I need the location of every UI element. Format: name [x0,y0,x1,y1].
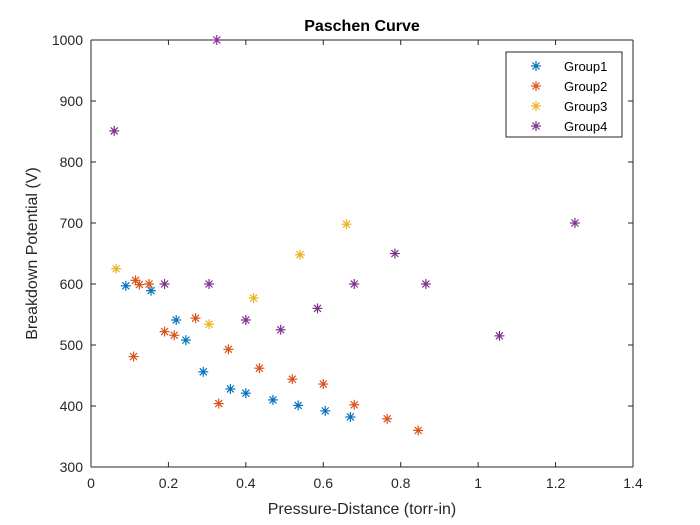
data-point [413,425,424,436]
data-point [569,218,580,228]
data-point [159,326,170,337]
y-axis-label: Breakdown Potential (V) [24,167,41,340]
data-point [349,279,360,289]
legend: Group1 Group2 Group3 Group4 [505,51,623,138]
data-point [213,398,224,409]
data-point [240,388,251,399]
y-tick-label: 700 [60,215,84,231]
data-point [223,344,234,355]
data-point [318,379,329,390]
data-point [349,399,360,410]
x-tick-label: 0.4 [236,475,256,491]
legend-label: Group2 [564,79,607,94]
data-point [109,125,120,136]
legend-box [505,51,623,138]
x-axis-ticks: 0 0.2 0.4 0.6 0.8 1 1.2 1.4 [87,40,643,491]
x-axis-label: Pressure-Distance (torr-in) [268,501,456,518]
y-tick-label: 600 [60,276,84,292]
data-point [320,405,331,416]
data-point [190,313,201,324]
data-point [171,314,182,325]
data-points [109,35,580,436]
x-tick-label: 1.2 [546,475,566,491]
x-tick-label: 1.4 [623,475,643,491]
data-point [111,263,122,274]
data-point [341,219,352,230]
data-point [267,394,278,405]
y-tick-label: 900 [60,93,84,109]
y-tick-label: 400 [60,398,84,414]
data-point [204,319,215,330]
data-point [146,285,157,296]
legend-label: Group1 [564,59,607,74]
legend-marker [531,101,541,111]
series-group2 [128,275,424,436]
data-point [494,330,505,341]
data-point [225,383,236,394]
x-tick-label: 0.8 [391,475,411,491]
axes [90,39,634,468]
data-point [254,363,265,374]
x-tick-label: 0.6 [314,475,334,491]
data-point [382,413,393,424]
y-tick-label: 800 [60,154,84,170]
series-group3 [111,219,352,330]
data-point [198,366,209,377]
data-point [293,400,304,411]
series-group1 [120,280,356,422]
x-tick-label: 0.2 [159,475,179,491]
data-point [128,351,139,362]
data-point [169,330,180,341]
data-point [275,324,286,335]
data-point [389,248,400,259]
y-tick-label: 500 [60,337,84,353]
legend-marker [531,81,541,91]
data-point [144,279,155,289]
y-tick-label: 1000 [52,32,83,48]
data-point [240,314,251,325]
data-point [120,280,131,291]
chart-title: Paschen Curve [304,18,420,35]
legend-marker [531,121,541,131]
data-point [312,303,323,314]
data-point [420,279,431,289]
y-axis-ticks: 300 400 500 600 700 800 900 1000 [52,32,633,475]
data-point [159,279,170,289]
data-point [248,293,259,304]
x-tick-label: 0 [87,475,95,491]
legend-marker [531,61,541,71]
legend-label: Group3 [564,99,607,114]
x-tick-label: 1 [474,475,482,491]
data-point [204,279,215,289]
series-group4 [109,35,580,341]
data-point [134,279,145,290]
y-tick-label: 300 [60,459,84,475]
data-point [345,411,356,422]
data-point [180,335,191,346]
legend-label: Group4 [564,119,607,134]
data-point [295,249,306,260]
data-point [287,374,298,385]
data-point [211,35,222,45]
